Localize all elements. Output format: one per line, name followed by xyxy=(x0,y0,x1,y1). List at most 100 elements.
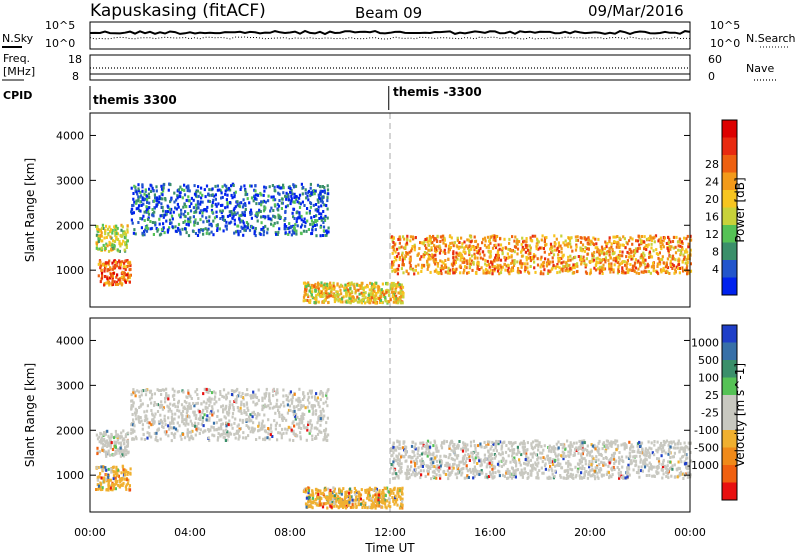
scatter-cell xyxy=(498,464,501,468)
scatter-cell xyxy=(96,437,100,441)
scatter-cell xyxy=(450,448,453,452)
scatter-cell xyxy=(292,429,295,433)
colorbar-tick-label: 20 xyxy=(705,193,719,206)
scatter-cell xyxy=(256,219,259,223)
scatter-cell xyxy=(575,245,578,249)
scatter-cell xyxy=(534,270,537,274)
scatter-cell xyxy=(632,445,635,449)
scatter-cell xyxy=(144,393,148,397)
scatter-cell xyxy=(120,228,123,232)
scatter-cell xyxy=(406,251,409,255)
scatter-cell xyxy=(395,448,398,452)
scatter-cell xyxy=(513,259,516,262)
scatter-cell xyxy=(582,476,586,479)
scatter-cell xyxy=(100,482,103,486)
scatter-cell xyxy=(298,387,301,391)
scatter-cell xyxy=(177,188,181,192)
scatter-cell xyxy=(270,195,273,199)
scatter-cell xyxy=(544,462,547,466)
scatter-cell xyxy=(234,205,237,209)
scatter-cell xyxy=(290,401,294,405)
scatter-cell xyxy=(266,436,269,440)
scatter-cell xyxy=(189,394,192,398)
scatter-cell xyxy=(143,197,147,201)
scatter-cell xyxy=(634,459,638,463)
scatter-cell xyxy=(669,240,672,244)
scatter-cell xyxy=(126,224,129,228)
scatter-cell xyxy=(329,286,332,290)
scatter-cell xyxy=(168,407,171,411)
scatter-cell xyxy=(211,201,214,204)
scatter-cell xyxy=(426,267,429,271)
scatter-cell xyxy=(97,237,100,241)
scatter-cell xyxy=(281,427,284,431)
scatter-cell xyxy=(608,240,611,244)
scatter-cell xyxy=(271,184,274,187)
scatter-cell xyxy=(123,441,126,445)
scatter-cell xyxy=(308,431,311,435)
scatter-cell xyxy=(473,460,476,464)
scatter-cell xyxy=(414,442,417,446)
scatter-cell xyxy=(125,453,128,456)
scatter-cell xyxy=(96,483,99,487)
scatter-cell xyxy=(317,401,320,405)
scatter-cell xyxy=(108,259,111,263)
scatter-cell xyxy=(621,465,624,469)
scatter-cell xyxy=(511,259,514,263)
scatter-cell xyxy=(137,187,140,191)
scatter-cell xyxy=(183,188,186,192)
scatter-cell xyxy=(397,299,400,303)
scatter-cell xyxy=(623,260,626,264)
scatter-cell xyxy=(254,227,257,230)
scatter-cell xyxy=(332,287,335,291)
scatter-cell xyxy=(568,474,571,478)
scatter-cell xyxy=(665,263,668,267)
scatter-cell xyxy=(357,288,360,292)
scatter-cell xyxy=(446,464,449,468)
scatter-cell xyxy=(462,443,465,446)
scatter-cell xyxy=(122,265,126,269)
scatter-cell xyxy=(213,216,217,220)
scatter-cell xyxy=(631,264,635,268)
scatter-cell xyxy=(397,291,400,295)
scatter-cell xyxy=(122,275,126,279)
scatter-cell xyxy=(170,207,173,211)
scatter-cell xyxy=(447,250,450,254)
scatter-cell xyxy=(395,300,398,304)
scatter-cell xyxy=(312,221,315,225)
scatter-cell xyxy=(178,213,181,217)
scatter-cell xyxy=(129,471,132,475)
scatter-cell xyxy=(404,471,407,475)
scatter-cell xyxy=(241,420,244,424)
scatter-cell xyxy=(474,246,478,249)
scatter-cell xyxy=(155,227,158,230)
scatter-cell xyxy=(255,212,258,216)
scatter-cell xyxy=(614,442,617,446)
scatter-cell xyxy=(109,486,112,490)
scatter-cell xyxy=(110,470,113,474)
scatter-cell xyxy=(125,483,128,487)
scatter-cell xyxy=(397,446,401,450)
scatter-cell xyxy=(660,441,663,445)
scatter-cell xyxy=(475,249,479,253)
scatter-cell xyxy=(302,281,306,285)
scatter-cell xyxy=(690,238,693,242)
nsearch-line xyxy=(89,36,691,40)
scatter-cell xyxy=(228,403,231,407)
scatter-cell xyxy=(441,234,444,238)
scatter-cell xyxy=(172,210,175,214)
scatter-cell xyxy=(662,269,665,273)
scatter-cell xyxy=(356,295,359,299)
scatter-cell xyxy=(309,429,312,433)
scatter-cell xyxy=(428,239,431,243)
scatter-cell xyxy=(620,443,623,447)
scatter-cell xyxy=(291,192,294,196)
scatter-cell xyxy=(499,440,502,444)
scatter-cell xyxy=(277,409,280,412)
scatter-cell xyxy=(607,446,610,450)
scatter-cell xyxy=(398,462,401,466)
scatter-cell xyxy=(197,408,200,412)
scatter-cell xyxy=(311,434,314,438)
scatter-cell xyxy=(601,247,604,251)
